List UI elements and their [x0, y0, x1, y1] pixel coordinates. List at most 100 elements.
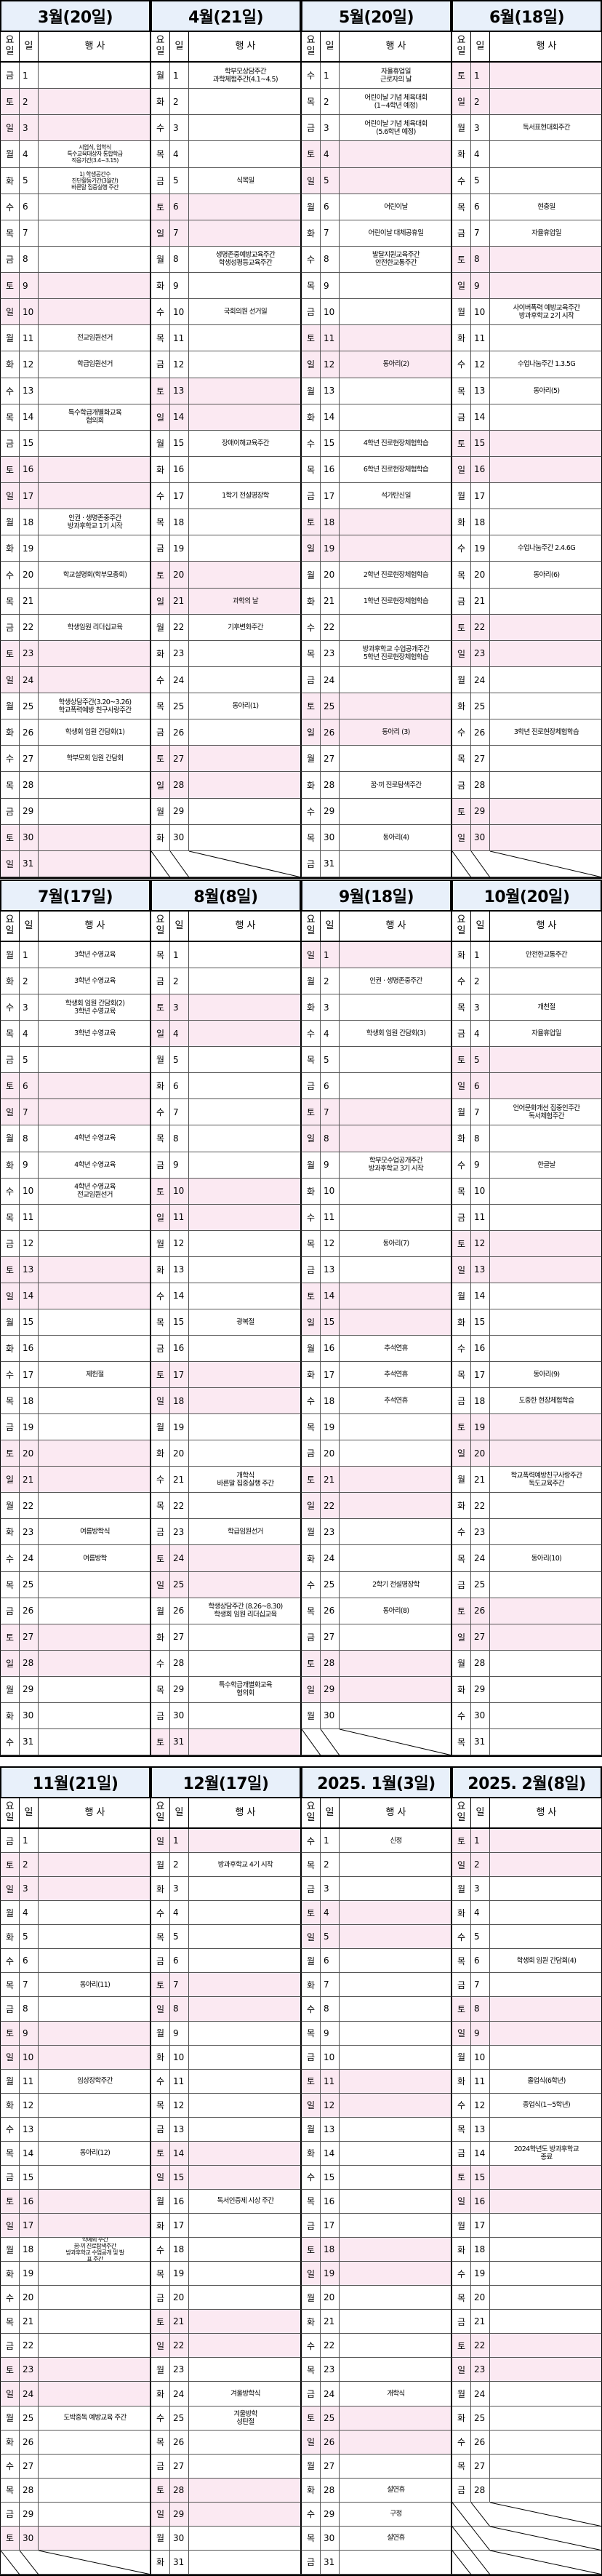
empty-day-slot [452, 850, 602, 877]
day-row: 금 31 [301, 850, 452, 877]
day-of-week: 수 [1, 1178, 20, 1204]
header-dow: 요 일 [151, 910, 170, 941]
day-number: 1 [170, 1829, 189, 1853]
day-of-week: 화 [1, 535, 20, 562]
day-of-week: 화 [302, 2310, 321, 2334]
day-of-week: 월 [452, 1650, 471, 1676]
event-text [189, 968, 302, 994]
event-text [490, 589, 602, 614]
day-number: 21 [20, 588, 39, 614]
event-text [189, 1997, 302, 2020]
day-row: 월 16 추석연휴 [301, 1335, 452, 1363]
day-of-week: 금 [302, 850, 321, 877]
day-number: 25 [170, 693, 189, 719]
day-row: 월 23 [301, 1519, 452, 1546]
event-text [39, 2358, 151, 2381]
header-dow: 요 일 [302, 31, 321, 61]
day-of-week: 수 [1, 2286, 20, 2310]
day-number: 4 [321, 1021, 340, 1047]
event-text [490, 1519, 602, 1544]
day-of-week: 목 [452, 194, 471, 220]
day-of-week: 월 [452, 483, 471, 509]
day-number: 26 [20, 1598, 39, 1624]
day-number: 22 [170, 614, 189, 640]
day-number: 8 [20, 246, 39, 273]
day-of-week: 토 [1, 640, 20, 666]
event-text [340, 2238, 452, 2261]
day-number: 21 [170, 1467, 189, 1493]
day-of-week: 일 [452, 1073, 471, 1099]
day-of-week: 월 [452, 1877, 471, 1901]
day-number: 14 [20, 2141, 39, 2165]
day-of-week: 금 [151, 2117, 170, 2141]
event-text [39, 63, 151, 88]
event-text: 현충일 [537, 202, 555, 211]
event-text [39, 1467, 151, 1492]
day-number: 12 [20, 2093, 39, 2117]
day-row: 화 2 3학년 수영교육 [0, 968, 150, 995]
strike-line [470, 2502, 491, 2527]
event-text: 여름방학 [83, 1554, 107, 1563]
empty-day-slot [301, 1728, 452, 1755]
event-text [340, 1545, 452, 1571]
day-row: 토 11 [301, 325, 452, 352]
day-number: 3 [170, 994, 189, 1021]
day-of-week: 일 [1, 483, 20, 509]
day-of-week: 일 [151, 1829, 170, 1853]
day-of-week: 수 [151, 1283, 170, 1309]
event-text [39, 1440, 151, 1466]
strike-line [489, 850, 602, 877]
day-row: 수 20 [0, 2286, 150, 2310]
day-of-week: 월 [1, 141, 20, 167]
day-of-week: 목 [1, 2478, 20, 2502]
day-number: 24 [321, 666, 340, 693]
day-of-week: 금 [1, 2165, 20, 2189]
day-of-week: 일 [1, 2214, 20, 2238]
day-of-week: 수 [452, 1335, 471, 1362]
event-text [39, 299, 151, 324]
event-text [340, 2142, 452, 2165]
day-number: 12 [20, 351, 39, 378]
event-text [39, 1283, 151, 1309]
day-number: 1 [471, 1829, 490, 1853]
day-row: 토 30 [0, 824, 150, 851]
day-row: 금 15 [0, 2165, 150, 2190]
day-of-week: 금 [1, 63, 20, 89]
day-of-week: 토 [452, 614, 471, 640]
day-number: 30 [170, 2526, 189, 2550]
day-number: 7 [170, 1099, 189, 1125]
day-number: 10 [20, 299, 39, 325]
day-number: 12 [321, 1230, 340, 1256]
day-row: 수 4 학생회 임원 간담회(3) [301, 1021, 452, 1048]
day-number: 15 [20, 430, 39, 456]
day-of-week: 토 [452, 1997, 471, 2021]
event-text [189, 1440, 302, 1466]
day-number: 7 [20, 1973, 39, 1997]
day-of-week: 화 [1, 2262, 20, 2286]
day-of-week: 일 [302, 1309, 321, 1335]
day-row: 월 8 생명존중예방교육주간 학생성평등교육주간 [150, 246, 301, 274]
day-of-week: 월 [151, 1230, 170, 1256]
day-number: 15 [321, 2165, 340, 2189]
day-row: 토 23 [0, 2358, 150, 2382]
event-text: 4학년 진로현장체험학습 [363, 439, 429, 447]
event-text [189, 457, 302, 482]
day-number: 15 [471, 430, 490, 456]
day-number: 21 [321, 1467, 340, 1493]
day-row: 토 13 [150, 378, 301, 404]
day-number: 2 [170, 968, 189, 994]
day-of-week: 화 [151, 273, 170, 299]
